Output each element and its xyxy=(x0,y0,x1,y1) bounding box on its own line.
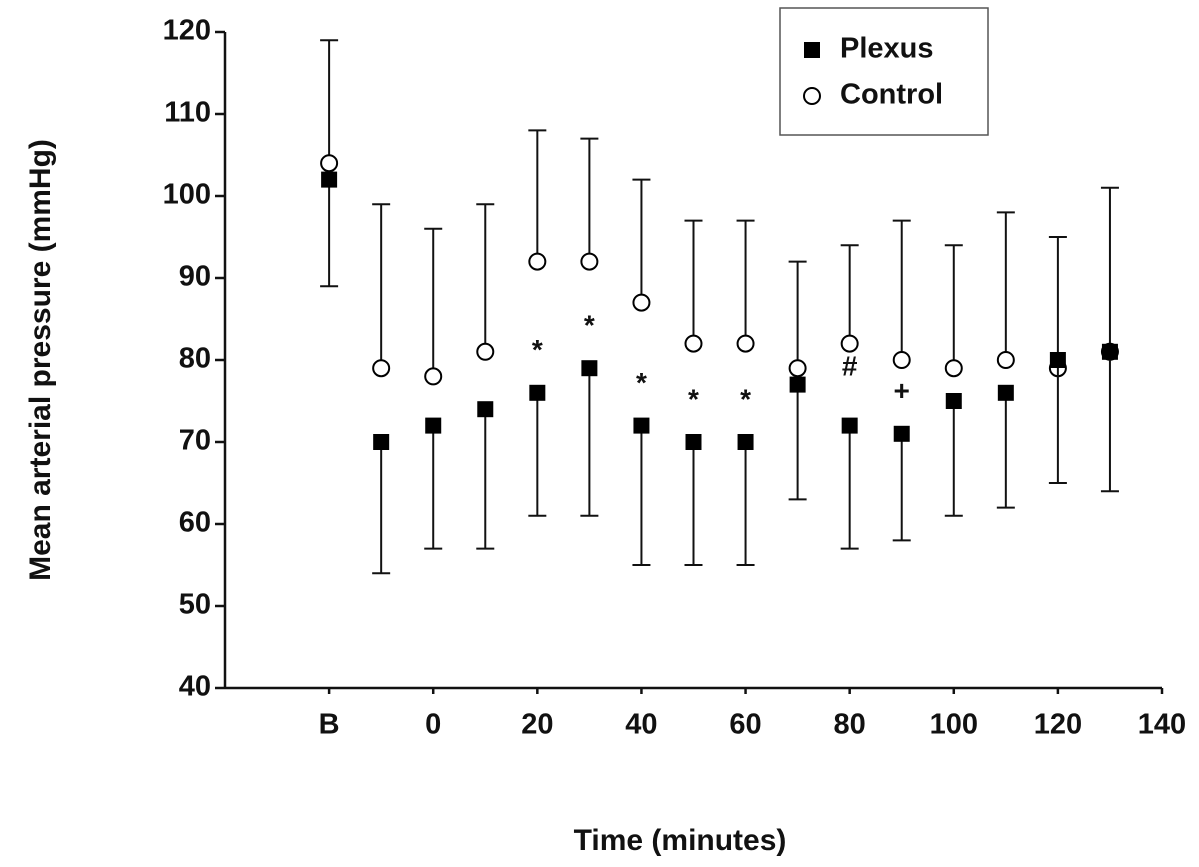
circle-marker xyxy=(944,359,963,378)
annotation: * xyxy=(688,383,699,414)
circle-marker xyxy=(320,154,339,173)
circle-marker xyxy=(840,334,859,353)
y-tick-label: 70 xyxy=(179,425,211,457)
circle-marker xyxy=(803,87,821,105)
square-marker xyxy=(1101,343,1118,360)
x-tick-label: 40 xyxy=(625,709,657,741)
y-axis-label: Mean arterial pressure (mmHg) xyxy=(24,139,57,581)
annotation: + xyxy=(894,375,910,406)
circle-marker xyxy=(424,367,443,386)
square-marker xyxy=(373,434,390,450)
y-tick-label: 50 xyxy=(179,589,211,621)
circle-marker xyxy=(788,359,807,378)
x-tick-label: 60 xyxy=(729,709,761,741)
square-marker xyxy=(945,393,962,409)
circle-marker xyxy=(372,359,391,378)
legend-label: Control xyxy=(840,79,943,111)
y-tick-label: 90 xyxy=(179,261,211,293)
x-tick-label: B xyxy=(319,709,340,741)
legend-label: Plexus xyxy=(840,33,934,65)
square-marker xyxy=(804,42,820,58)
circle-marker xyxy=(996,351,1015,369)
y-tick-label: 80 xyxy=(179,343,211,375)
circle-marker xyxy=(736,334,755,353)
annotation: * xyxy=(532,334,543,365)
square-marker xyxy=(1049,352,1066,368)
circle-marker xyxy=(528,252,547,271)
x-tick-label: 80 xyxy=(834,709,866,741)
x-tick-label: 0 xyxy=(425,709,441,741)
square-marker xyxy=(477,401,494,418)
square-marker xyxy=(633,417,650,434)
square-marker xyxy=(321,171,338,188)
legend-box xyxy=(779,7,989,136)
square-marker xyxy=(893,425,910,442)
y-tick-label: 110 xyxy=(164,97,211,129)
x-tick-label: 100 xyxy=(930,709,978,741)
y-tick-label: 40 xyxy=(179,671,211,703)
annotation: * xyxy=(636,367,647,398)
annotation: * xyxy=(740,383,751,414)
x-tick-label: 120 xyxy=(1034,709,1082,741)
square-marker xyxy=(737,434,754,450)
x-tick-label: 20 xyxy=(521,709,553,741)
circle-marker xyxy=(476,342,495,361)
square-marker xyxy=(425,417,442,434)
circle-marker xyxy=(684,334,703,353)
square-marker xyxy=(529,384,546,401)
circle-marker xyxy=(580,252,599,271)
y-tick-label: 120 xyxy=(163,15,211,47)
square-marker xyxy=(789,376,806,393)
square-marker xyxy=(685,434,702,450)
x-tick-label: 140 xyxy=(1138,709,1186,741)
annotation: # xyxy=(842,351,858,382)
y-tick-label: 60 xyxy=(179,507,211,539)
square-marker xyxy=(581,360,598,377)
circle-marker xyxy=(892,351,911,369)
x-axis-label: Time (minutes) xyxy=(574,824,787,857)
annotation: * xyxy=(584,310,595,341)
square-marker xyxy=(841,417,858,434)
square-marker xyxy=(997,384,1014,401)
circle-marker xyxy=(632,293,651,312)
y-tick-label: 100 xyxy=(163,179,211,211)
